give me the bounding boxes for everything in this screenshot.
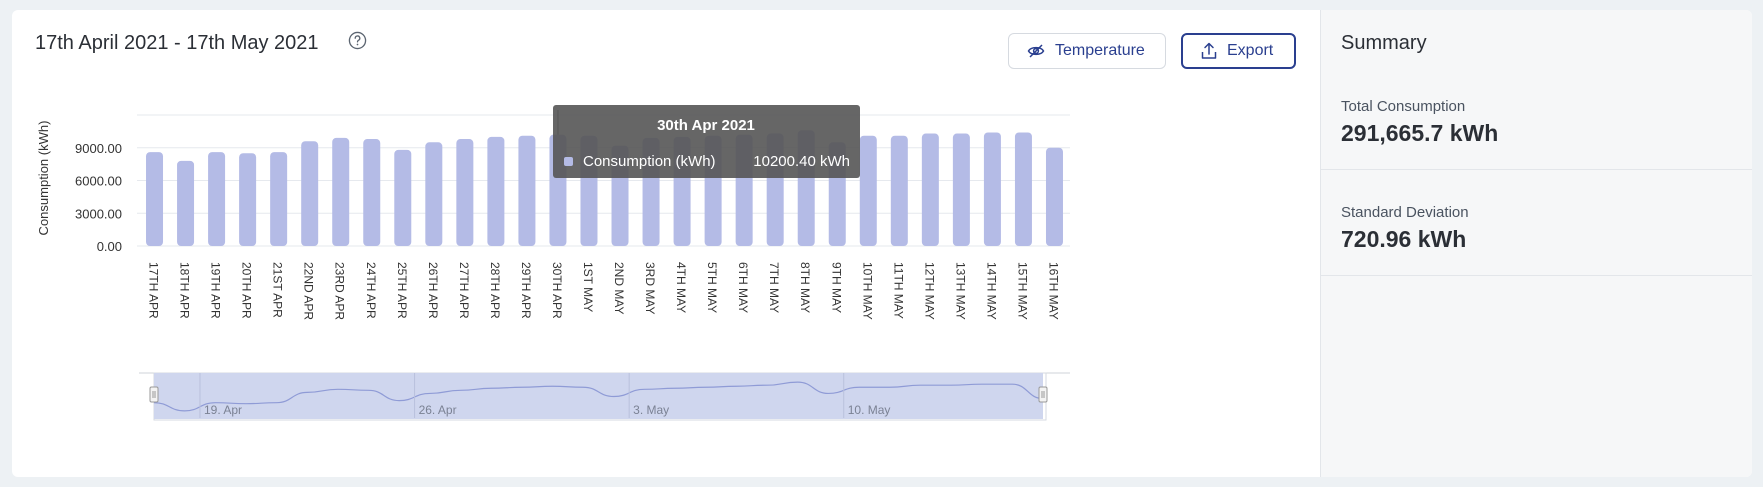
bar bbox=[394, 149, 412, 246]
x-tick-label: 21ST APR bbox=[271, 262, 285, 318]
bar bbox=[301, 141, 319, 246]
page-title: 17th April 2021 - 17th May 2021 bbox=[35, 32, 319, 54]
x-tick-label: 12TH MAY bbox=[922, 262, 936, 320]
navigator-date-label: 19. Apr bbox=[204, 403, 242, 417]
temperature-label: Temperature bbox=[1055, 42, 1145, 59]
bar bbox=[859, 135, 877, 246]
x-tick-label: 4TH MAY bbox=[674, 262, 688, 313]
navigator: 19. Apr 26. Apr 3. May 10. May bbox=[139, 372, 1070, 421]
x-tick-label: 10TH MAY bbox=[860, 262, 874, 320]
x-tick-label: 28TH APR bbox=[488, 262, 502, 319]
bar bbox=[952, 133, 970, 246]
bar bbox=[208, 152, 226, 246]
bar bbox=[425, 142, 443, 246]
x-tick-label: 13TH MAY bbox=[953, 262, 967, 320]
bar bbox=[177, 160, 195, 246]
question-circle-icon[interactable] bbox=[348, 31, 367, 50]
y-tick-label: 3000.00 bbox=[75, 206, 122, 221]
tooltip-series-name: Consumption (kWh) bbox=[583, 153, 716, 170]
tooltip-title: 30th Apr 2021 bbox=[657, 117, 755, 134]
navigator-date-label: 3. May bbox=[633, 403, 669, 417]
y-axis-label: Consumption (kWh) bbox=[36, 121, 51, 236]
bar bbox=[890, 135, 908, 246]
bar bbox=[921, 133, 939, 246]
x-tick-label: 2ND MAY bbox=[612, 262, 626, 314]
total-consumption-value: 291,665.7 kWh bbox=[1341, 120, 1499, 146]
x-tick-label: 6TH MAY bbox=[736, 262, 750, 313]
bar bbox=[487, 136, 505, 246]
x-tick-label: 30TH APR bbox=[550, 262, 564, 319]
x-tick-label: 5TH MAY bbox=[705, 262, 719, 313]
x-tick-label: 27TH APR bbox=[457, 262, 471, 319]
x-tick-label: 11TH MAY bbox=[891, 262, 905, 319]
tooltip-value: 10200.40 kWh bbox=[753, 153, 850, 170]
navigator-handle-right[interactable] bbox=[1038, 386, 1048, 403]
eye-slash-icon bbox=[1027, 44, 1045, 58]
navigator-series-line bbox=[153, 381, 1044, 412]
summary-panel: Summary Total Consumption 291,665.7 kWh … bbox=[1320, 10, 1752, 477]
x-tick-label: 24TH APR bbox=[364, 262, 378, 319]
consumption-chart: 0.00 3000.00 6000.00 9000.00 Consumption (kW… bbox=[36, 105, 1070, 421]
x-tick-label: 19TH APR bbox=[209, 262, 223, 319]
bar bbox=[518, 135, 536, 246]
standard-deviation-value: 720.96 kWh bbox=[1341, 226, 1467, 252]
bar bbox=[239, 153, 257, 246]
chart-tooltip: 30th Apr 2021 Consumption (kWh) 10200.40 k… bbox=[553, 105, 860, 178]
x-tick-label: 25TH APR bbox=[395, 262, 409, 319]
dashboard-card: 17th April 2021 - 17th May 2021 Temperat… bbox=[12, 10, 1752, 477]
bar bbox=[1045, 147, 1063, 246]
summary-divider bbox=[1321, 169, 1752, 170]
x-tick-label: 18TH APR bbox=[178, 262, 192, 319]
bar bbox=[983, 132, 1001, 246]
bar bbox=[456, 139, 474, 246]
x-tick-label: 29TH APR bbox=[519, 262, 533, 319]
x-tick-label: 14TH MAY bbox=[984, 262, 998, 320]
bar bbox=[146, 152, 164, 246]
x-tick-label: 8TH MAY bbox=[798, 262, 812, 313]
x-tick-label: 3RD MAY bbox=[643, 262, 657, 314]
navigator-date-label: 10. May bbox=[848, 403, 891, 417]
navigator-handle-body bbox=[149, 386, 159, 403]
x-tick-label: 17TH APR bbox=[147, 262, 161, 319]
chart-panel: 17th April 2021 - 17th May 2021 Temperat… bbox=[12, 10, 1318, 477]
y-tick-label: 6000.00 bbox=[75, 174, 122, 189]
x-tick-label: 15TH MAY bbox=[1015, 262, 1029, 320]
navigator-mask bbox=[154, 373, 1043, 419]
navigator-date-label: 26. Apr bbox=[419, 403, 457, 417]
upload-icon bbox=[1201, 42, 1217, 59]
navigator-handle-left[interactable] bbox=[149, 386, 159, 403]
x-tick-label: 20TH APR bbox=[240, 262, 254, 319]
bar bbox=[1014, 132, 1032, 246]
x-tick-label: 26TH APR bbox=[426, 262, 440, 319]
x-tick-label: 16TH MAY bbox=[1046, 262, 1060, 320]
summary-title: Summary bbox=[1341, 32, 1427, 54]
x-tick-label: 1ST MAY bbox=[581, 262, 595, 312]
tooltip-box bbox=[553, 105, 860, 178]
tooltip-legend-swatch bbox=[564, 157, 573, 166]
bar bbox=[363, 139, 381, 246]
temperature-button[interactable]: Temperature bbox=[1008, 33, 1166, 69]
bar bbox=[270, 152, 288, 246]
navigator-handle-body bbox=[1038, 386, 1048, 403]
y-tick-label: 0.00 bbox=[97, 239, 122, 254]
x-tick-label: 9TH MAY bbox=[829, 262, 843, 313]
bar bbox=[332, 137, 350, 246]
total-consumption-label: Total Consumption bbox=[1341, 98, 1466, 115]
x-tick-label: 7TH MAY bbox=[767, 262, 781, 313]
export-label: Export bbox=[1227, 42, 1274, 59]
x-tick-label: 22ND APR bbox=[302, 262, 316, 320]
y-tick-label: 9000.00 bbox=[75, 141, 122, 156]
x-tick-label: 23RD APR bbox=[333, 262, 347, 320]
export-button[interactable]: Export bbox=[1181, 33, 1296, 69]
summary-divider bbox=[1321, 275, 1752, 276]
standard-deviation-label: Standard Deviation bbox=[1341, 204, 1469, 221]
